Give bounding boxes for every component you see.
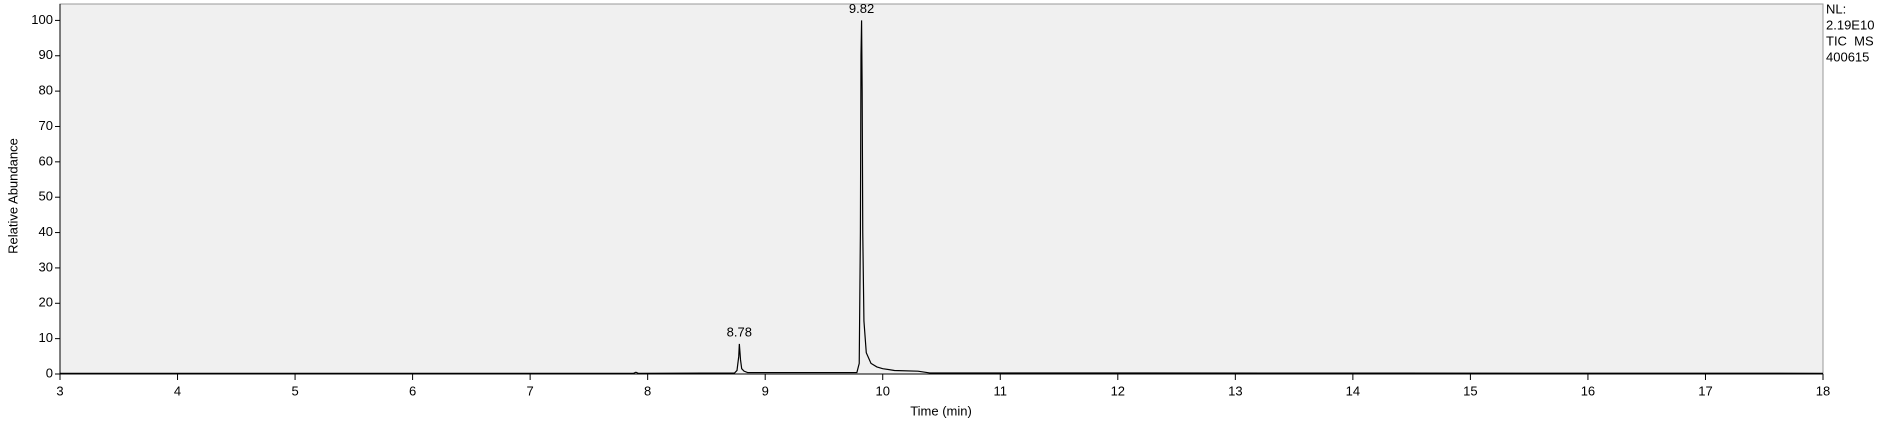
x-tick-label: 11: [994, 383, 1008, 398]
x-tick-label: 18: [1816, 383, 1830, 398]
peak-label: 9.82: [849, 1, 874, 16]
x-tick-label: 15: [1463, 383, 1477, 398]
x-tick-label: 8: [644, 383, 651, 398]
side-label: NL:: [1826, 1, 1846, 16]
x-tick-label: 14: [1346, 383, 1360, 398]
y-tick-label: 80: [39, 83, 53, 98]
x-tick-label: 13: [1228, 383, 1242, 398]
peak-label: 8.78: [727, 324, 752, 339]
x-tick-label: 10: [875, 383, 889, 398]
x-tick-label: 16: [1581, 383, 1595, 398]
y-tick-label: 70: [39, 118, 53, 133]
x-tick-label: 6: [409, 383, 416, 398]
plot-area: [59, 3, 1824, 375]
trace: [60, 20, 1824, 374]
y-tick-label: 40: [39, 224, 53, 239]
y-tick-label: 90: [39, 47, 53, 62]
y-tick-label: 100: [31, 12, 53, 27]
y-tick-label: 60: [39, 153, 53, 168]
side-label: 400615: [1826, 49, 1869, 64]
x-tick-label: 4: [174, 383, 181, 398]
x-tick-label: 12: [1111, 383, 1125, 398]
x-axis-label: Time (min): [910, 403, 972, 418]
x-tick-label: 9: [762, 383, 769, 398]
y-tick-label: 50: [39, 189, 53, 204]
y-tick-label: 10: [39, 330, 53, 345]
x-tick-label: 17: [1698, 383, 1712, 398]
x-tick-label: 5: [291, 383, 298, 398]
y-axis-label: Relative Abundance: [5, 138, 20, 254]
x-tick-label: 3: [56, 383, 63, 398]
y-tick-label: 0: [46, 365, 53, 380]
y-tick-label: 20: [39, 295, 53, 310]
side-label: 2.19E10: [1826, 17, 1874, 32]
y-tick-label: 30: [39, 259, 53, 274]
x-tick-label: 7: [527, 383, 534, 398]
side-label: TIC MS: [1826, 33, 1874, 48]
